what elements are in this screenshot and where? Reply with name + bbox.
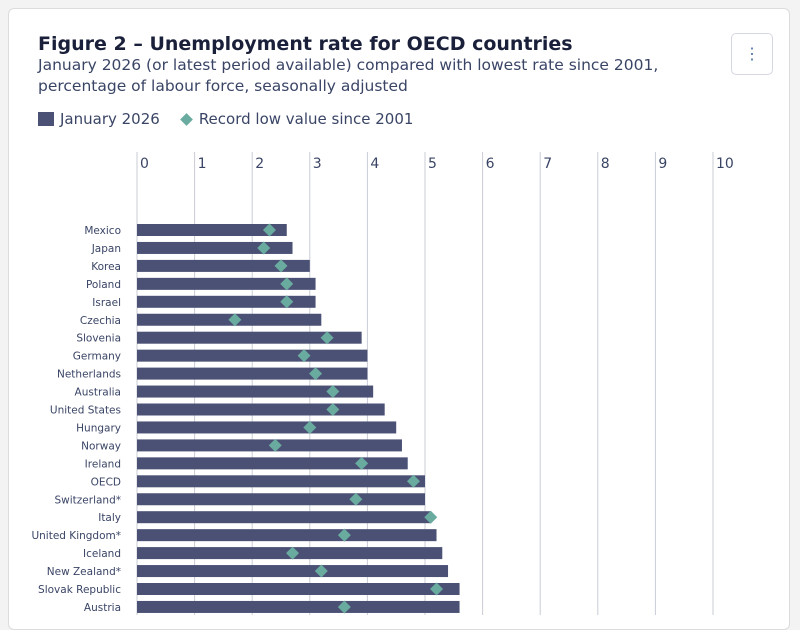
record-low-marker[interactable] xyxy=(309,367,323,381)
category-label: Australia xyxy=(75,387,121,399)
bar-swatch-icon xyxy=(38,112,54,126)
category-label: Norway xyxy=(81,440,121,452)
record-low-marker[interactable] xyxy=(337,600,351,614)
bar[interactable] xyxy=(137,493,425,506)
record-low-marker[interactable] xyxy=(280,277,294,291)
bar[interactable] xyxy=(137,295,316,308)
category-label: Switzerland* xyxy=(55,494,122,506)
x-tick-label: 7 xyxy=(543,156,552,172)
record-low-marker[interactable] xyxy=(228,313,242,327)
legend-item-bar[interactable]: January 2026 xyxy=(38,110,160,128)
bar[interactable] xyxy=(137,475,425,488)
x-tick-label: 2 xyxy=(255,156,264,172)
category-label: United Kingdom* xyxy=(31,530,121,542)
record-low-marker[interactable] xyxy=(349,492,363,506)
x-tick-label: 4 xyxy=(370,156,379,172)
bar-chart: 0 1 2 3 4 5 6 7 8 9 10 Mexico Japan Korea Poland Israel… xyxy=(31,152,734,615)
bar[interactable] xyxy=(137,565,449,578)
record-low-marker[interactable] xyxy=(303,420,317,434)
category-label: Mexico xyxy=(84,225,121,237)
category-label: Ireland xyxy=(85,458,121,470)
category-label: Japan xyxy=(91,243,121,255)
x-tick-label: 9 xyxy=(658,156,667,172)
bar[interactable] xyxy=(137,241,293,254)
record-low-marker[interactable] xyxy=(424,510,438,524)
record-low-marker[interactable] xyxy=(326,403,340,416)
bar[interactable] xyxy=(137,385,374,398)
x-tick-label: 1 xyxy=(198,156,207,172)
x-tick-label: 8 xyxy=(601,156,610,172)
record-low-marker[interactable] xyxy=(326,385,340,399)
x-tick-label: 5 xyxy=(428,156,437,172)
bar[interactable] xyxy=(137,529,437,542)
category-label: Slovenia xyxy=(76,333,121,345)
bar[interactable] xyxy=(137,511,431,524)
chart-subtitle: January 2026 (or latest period available… xyxy=(38,56,659,95)
category-label: Poland xyxy=(86,279,121,291)
legend-item-marker[interactable]: Record low value since 2001 xyxy=(178,110,414,128)
category-label: Slovak Republic xyxy=(38,584,121,596)
category-label: Italy xyxy=(98,512,121,524)
category-label: Iceland xyxy=(83,548,121,560)
legend-label-marker: Record low value since 2001 xyxy=(198,110,414,128)
chart-title: Figure 2 – Unemployment rate for OECD co… xyxy=(38,33,573,55)
bar[interactable] xyxy=(137,331,362,344)
category-label: Netherlands xyxy=(57,369,121,381)
record-low-marker[interactable] xyxy=(430,582,444,596)
bar[interactable] xyxy=(137,277,316,290)
category-label: OECD xyxy=(91,476,121,488)
more-vertical-icon: ⋮ xyxy=(744,46,760,63)
category-label: Israel xyxy=(92,297,121,309)
record-low-marker[interactable] xyxy=(286,546,300,560)
record-low-marker[interactable] xyxy=(320,331,334,345)
chart-menu-button[interactable]: ⋮ xyxy=(731,33,773,75)
record-low-marker[interactable] xyxy=(280,295,294,309)
bar[interactable] xyxy=(137,349,368,362)
record-low-marker[interactable] xyxy=(337,528,351,542)
x-tick-label: 6 xyxy=(486,156,495,172)
record-low-marker[interactable] xyxy=(355,456,369,470)
record-low-marker[interactable] xyxy=(314,564,328,578)
bar[interactable] xyxy=(137,259,310,272)
category-label: Korea xyxy=(91,261,121,273)
category-label: Czechia xyxy=(80,315,121,327)
category-label: New Zealand* xyxy=(47,566,121,578)
category-label: United States xyxy=(50,405,121,417)
legend-label-bar: January 2026 xyxy=(60,110,160,128)
record-low-marker[interactable] xyxy=(274,259,288,273)
category-label: Austria xyxy=(84,602,121,614)
x-tick-label: 3 xyxy=(313,156,322,172)
bar[interactable] xyxy=(137,457,408,470)
bar[interactable] xyxy=(137,421,397,434)
bar[interactable] xyxy=(137,367,368,380)
record-low-marker[interactable] xyxy=(257,241,271,255)
bar[interactable] xyxy=(137,583,460,595)
category-label: Hungary xyxy=(76,422,121,434)
record-low-marker[interactable] xyxy=(262,223,276,237)
bar[interactable] xyxy=(137,224,287,236)
x-tick-label: 10 xyxy=(716,156,734,172)
x-tick-label: 0 xyxy=(140,156,149,172)
bar[interactable] xyxy=(137,600,460,613)
category-label: Germany xyxy=(73,351,121,363)
bar[interactable] xyxy=(137,403,385,416)
record-low-marker[interactable] xyxy=(297,349,311,363)
record-low-marker[interactable] xyxy=(268,438,282,452)
chart-legend: January 2026 Record low value since 2001 xyxy=(38,110,431,128)
record-low-marker[interactable] xyxy=(406,474,420,488)
